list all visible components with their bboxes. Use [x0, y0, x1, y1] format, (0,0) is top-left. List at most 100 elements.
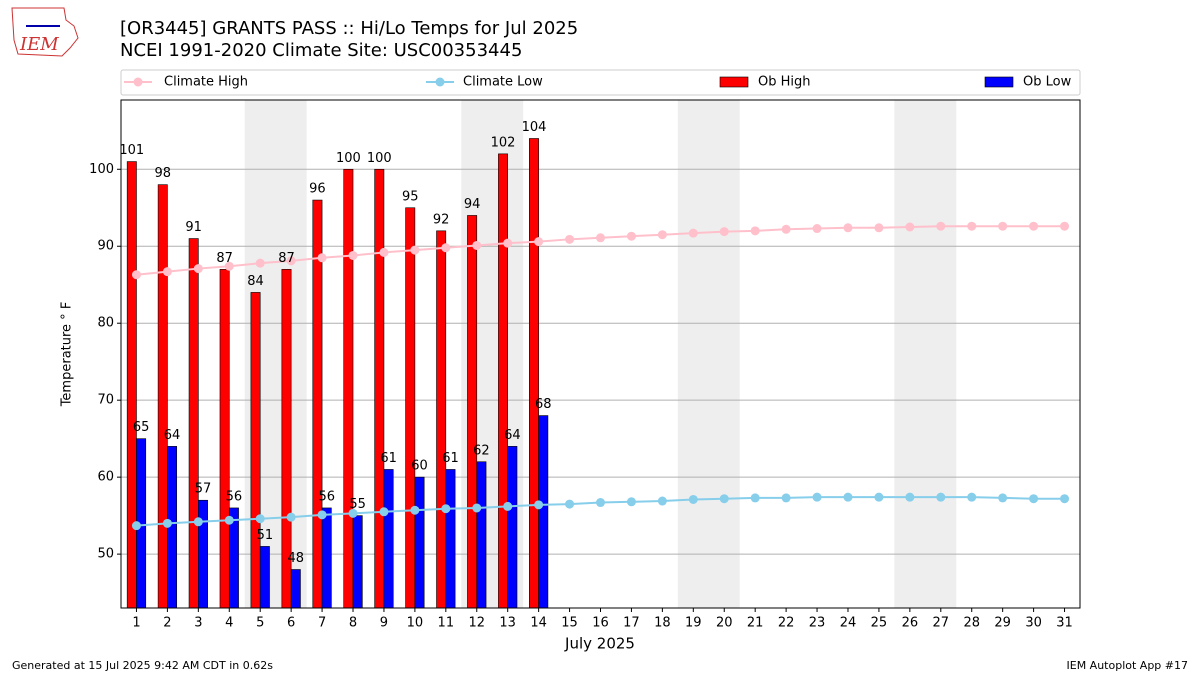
- line-marker: [1060, 494, 1070, 504]
- line-marker: [348, 250, 358, 260]
- bar: [352, 515, 363, 609]
- x-tick-label: 22: [778, 616, 795, 631]
- bar-value-label: 68: [535, 397, 552, 412]
- line-marker: [781, 224, 791, 234]
- line-marker: [626, 497, 636, 507]
- x-tick-label: 7: [318, 616, 326, 631]
- logo-text: IEM: [19, 34, 59, 55]
- bar: [219, 269, 230, 609]
- line-marker: [255, 514, 265, 524]
- chart-title: [OR3445] GRANTS PASS :: Hi/Lo Temps for …: [120, 18, 578, 39]
- line-marker: [224, 261, 234, 271]
- bar: [126, 161, 137, 609]
- line-marker: [534, 237, 544, 247]
- line-marker: [1029, 221, 1039, 231]
- bar: [157, 184, 168, 609]
- line-marker: [224, 515, 234, 525]
- x-tick-label: 27: [933, 616, 950, 631]
- bar-value-label: 64: [164, 428, 181, 443]
- x-tick-label: 12: [468, 616, 485, 631]
- x-tick-label: 4: [225, 616, 233, 631]
- line-marker: [967, 492, 977, 502]
- weekend-shade: [677, 100, 740, 608]
- line-marker: [596, 498, 605, 508]
- legend-label: Ob Low: [1023, 75, 1072, 90]
- x-tick-label: 17: [623, 616, 640, 631]
- line-marker: [1029, 494, 1039, 504]
- line-marker: [193, 517, 203, 527]
- line-marker: [286, 512, 296, 522]
- bar-value-label: 60: [411, 459, 428, 474]
- bar: [538, 415, 549, 609]
- x-tick-label: 6: [287, 616, 295, 631]
- x-tick-label: 18: [654, 616, 671, 631]
- x-tick-label: 31: [1056, 616, 1073, 631]
- line-marker: [998, 221, 1008, 231]
- bar-value-label: 98: [154, 166, 171, 181]
- y-tick-label: 70: [97, 393, 114, 408]
- y-tick-label: 100: [89, 162, 114, 177]
- bar: [374, 168, 385, 609]
- bar-value-label: 92: [433, 212, 450, 227]
- legend-marker: [435, 77, 445, 87]
- x-tick-label: 24: [840, 616, 857, 631]
- line-marker: [905, 492, 915, 502]
- bar: [529, 138, 539, 609]
- line-marker: [936, 492, 946, 502]
- bar-value-label: 56: [226, 489, 243, 504]
- bar-value-label: 62: [473, 443, 490, 458]
- line-marker: [936, 221, 946, 231]
- line-marker: [472, 503, 482, 513]
- line-marker: [255, 258, 265, 268]
- bar: [188, 238, 199, 609]
- bar-value-label: 102: [491, 135, 516, 150]
- line-marker: [812, 224, 822, 234]
- y-tick-label: 60: [97, 470, 114, 485]
- x-tick-label: 2: [163, 616, 171, 631]
- y-tick-label: 50: [97, 547, 114, 562]
- line-marker: [503, 238, 513, 248]
- x-tick-label: 25: [871, 616, 888, 631]
- bar-value-label: 100: [367, 151, 392, 166]
- bar-value-label: 55: [349, 497, 366, 512]
- bar-value-label: 65: [133, 420, 150, 435]
- line-marker: [719, 227, 729, 237]
- bar: [383, 469, 394, 609]
- x-tick-label: 10: [407, 616, 424, 631]
- bar-value-label: 95: [402, 189, 419, 204]
- x-tick-label: 23: [809, 616, 826, 631]
- x-tick-label: 26: [902, 616, 919, 631]
- line-marker: [410, 505, 420, 515]
- bar-value-label: 48: [288, 551, 305, 566]
- bar: [476, 461, 487, 609]
- bar: [467, 215, 478, 609]
- line-marker: [781, 493, 791, 503]
- bar-value-label: 100: [336, 151, 361, 166]
- x-tick-label: 5: [256, 616, 264, 631]
- line-marker: [472, 240, 482, 250]
- line-marker: [688, 228, 698, 238]
- bar: [198, 499, 208, 609]
- x-tick-label: 15: [561, 616, 578, 631]
- bar-value-label: 96: [309, 182, 326, 197]
- line-marker: [131, 521, 141, 531]
- footer-right: IEM Autoplot App #17: [1067, 659, 1189, 672]
- x-tick-label: 21: [747, 616, 764, 631]
- legend-label: Climate Low: [463, 75, 543, 90]
- line-marker: [657, 496, 667, 506]
- logo: IEM: [11, 7, 79, 57]
- line-marker: [750, 493, 760, 503]
- line-marker: [162, 267, 172, 277]
- bar: [414, 476, 425, 609]
- footer-left: Generated at 15 Jul 2025 9:42 AM CDT in …: [12, 659, 273, 672]
- x-tick-label: 16: [592, 616, 609, 631]
- bar-value-label: 61: [442, 451, 459, 466]
- legend-label: Climate High: [164, 75, 248, 90]
- line-marker: [317, 253, 327, 263]
- y-tick-label: 80: [97, 316, 114, 331]
- line-marker: [441, 504, 451, 514]
- line-marker: [1060, 221, 1070, 231]
- x-tick-label: 19: [685, 616, 702, 631]
- line-marker: [657, 230, 667, 240]
